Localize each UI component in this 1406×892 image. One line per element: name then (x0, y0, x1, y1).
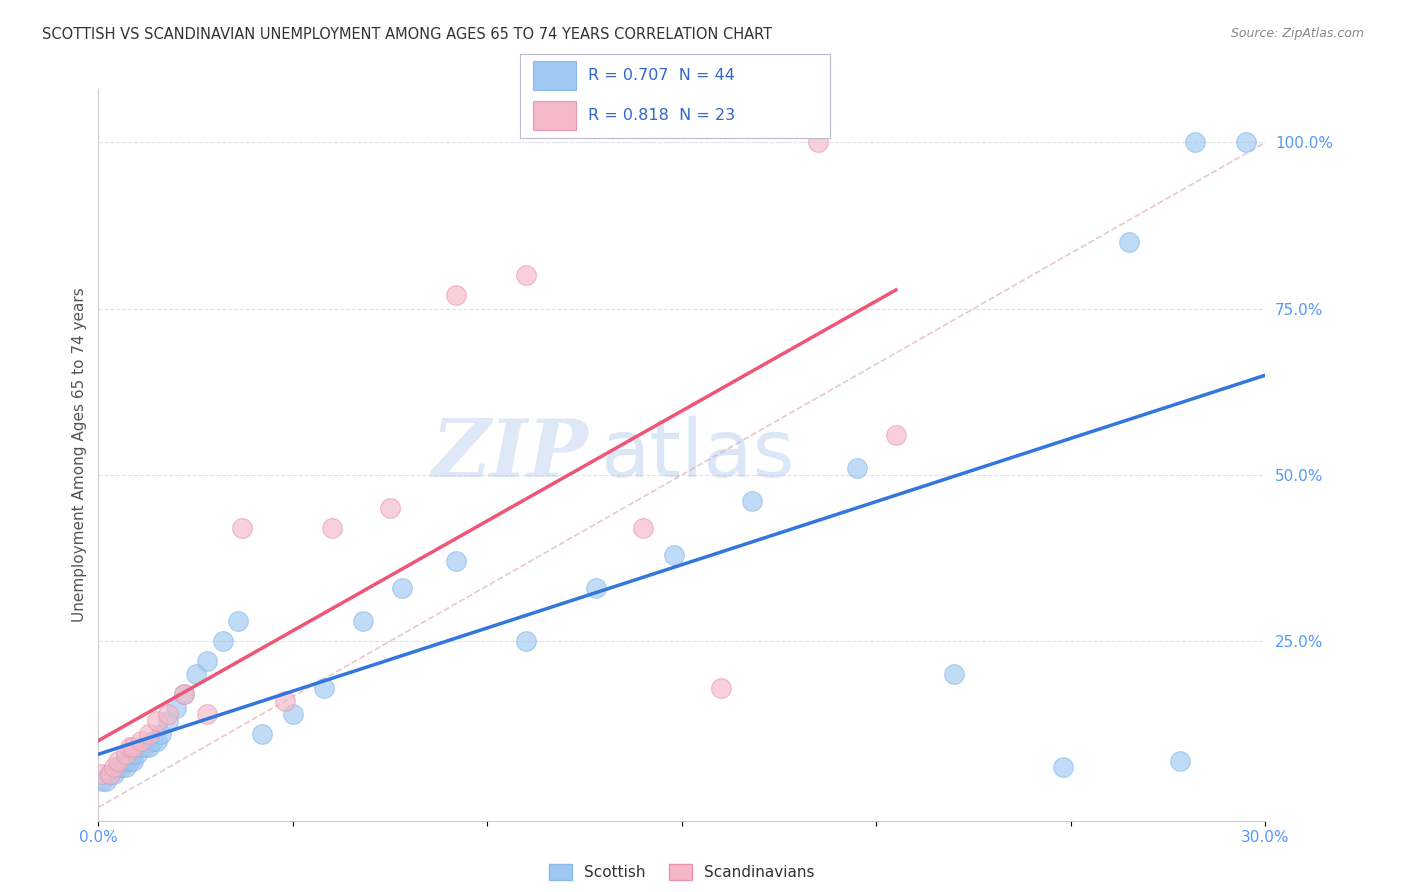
Point (114, 754, 136, 768)
Point (321, 521, 343, 535)
Point (142, 734, 165, 748)
Point (98, 767, 121, 781)
Point (98, 767, 121, 781)
Point (138, 740, 160, 755)
Text: ZIP: ZIP (432, 417, 589, 493)
Point (846, 461, 869, 475)
FancyBboxPatch shape (533, 101, 576, 130)
Point (281, 707, 304, 722)
Point (103, 760, 125, 774)
Point (195, 654, 218, 668)
Point (352, 614, 374, 628)
Point (107, 760, 129, 774)
Point (157, 707, 180, 722)
Point (134, 740, 156, 755)
Point (1184, 136, 1206, 150)
Point (884, 428, 907, 442)
Text: Source: ZipAtlas.com: Source: ZipAtlas.com (1230, 27, 1364, 40)
Point (585, 581, 607, 595)
Point (107, 760, 129, 774)
Point (129, 740, 152, 755)
Point (165, 700, 187, 714)
Point (118, 740, 141, 755)
Point (98, 767, 121, 781)
Point (250, 727, 273, 741)
Point (173, 687, 195, 701)
Point (122, 747, 145, 761)
Legend: Scottish, Scandinavians: Scottish, Scandinavians (543, 858, 821, 886)
Point (91, 767, 114, 781)
Point (114, 747, 136, 761)
Point (138, 727, 160, 741)
Point (91, 773, 114, 788)
Text: R = 0.818  N = 23: R = 0.818 N = 23 (588, 108, 735, 123)
Point (146, 714, 169, 728)
Point (122, 754, 145, 768)
Point (96, 773, 118, 788)
Point (157, 714, 180, 728)
Point (662, 548, 685, 562)
Point (378, 501, 402, 516)
Point (228, 614, 250, 628)
Point (1052, 760, 1074, 774)
Point (943, 667, 966, 681)
Point (231, 521, 253, 535)
Point (149, 727, 172, 741)
Point (446, 288, 468, 302)
Point (515, 268, 537, 283)
Point (127, 747, 149, 761)
Point (807, 136, 830, 150)
Point (710, 681, 733, 695)
Point (741, 494, 763, 508)
Point (446, 554, 468, 568)
Point (103, 767, 125, 781)
Point (631, 521, 654, 535)
Point (111, 760, 134, 774)
Point (146, 734, 169, 748)
Point (1168, 754, 1191, 768)
Point (1118, 235, 1140, 249)
Y-axis label: Unemployment Among Ages 65 to 74 years: Unemployment Among Ages 65 to 74 years (72, 287, 87, 623)
Point (122, 740, 145, 755)
Point (1234, 136, 1257, 150)
Point (212, 634, 235, 648)
Point (274, 694, 297, 708)
FancyBboxPatch shape (533, 62, 576, 90)
Point (114, 760, 136, 774)
Point (184, 667, 207, 681)
Text: atlas: atlas (600, 416, 794, 494)
Point (129, 734, 152, 748)
Point (118, 754, 141, 768)
Point (195, 707, 218, 722)
Point (391, 581, 413, 595)
Text: R = 0.707  N = 44: R = 0.707 N = 44 (588, 68, 735, 83)
Point (173, 687, 195, 701)
Point (107, 754, 129, 768)
Point (312, 681, 335, 695)
Text: SCOTTISH VS SCANDINAVIAN UNEMPLOYMENT AMONG AGES 65 TO 74 YEARS CORRELATION CHAR: SCOTTISH VS SCANDINAVIAN UNEMPLOYMENT AM… (42, 27, 772, 42)
Point (515, 634, 537, 648)
